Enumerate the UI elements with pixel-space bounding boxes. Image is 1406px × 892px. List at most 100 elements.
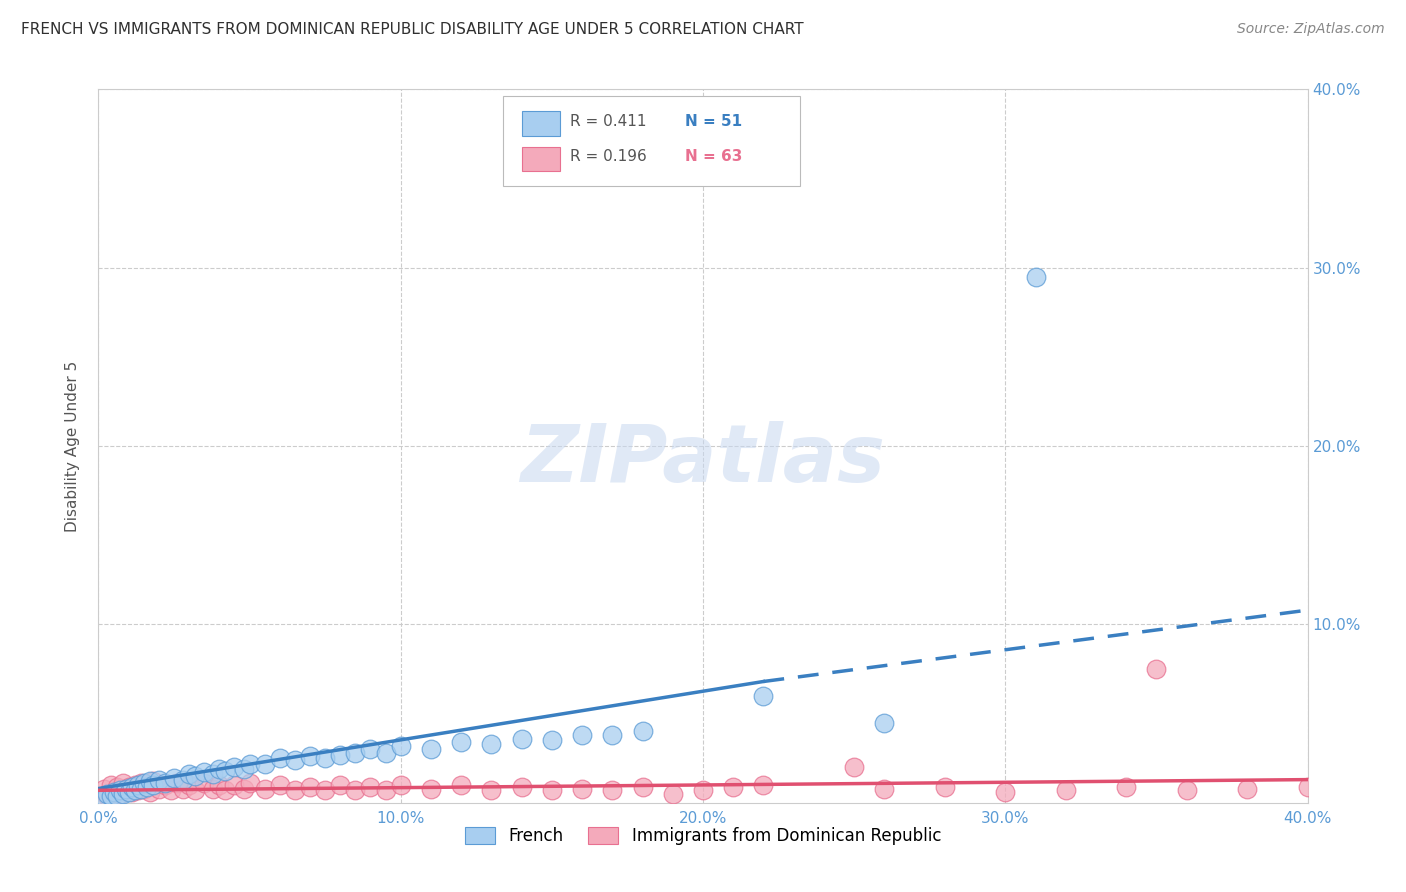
Point xyxy=(602,783,624,797)
Point xyxy=(214,783,236,797)
Point xyxy=(208,762,231,776)
Point xyxy=(96,787,118,801)
Point xyxy=(450,735,472,749)
Point xyxy=(202,767,225,781)
Point xyxy=(481,737,503,751)
Point xyxy=(124,778,146,792)
Point xyxy=(692,783,714,797)
Point xyxy=(148,781,170,796)
Point xyxy=(314,751,336,765)
Point xyxy=(752,778,775,792)
Text: N = 63: N = 63 xyxy=(685,150,742,164)
Point xyxy=(232,762,254,776)
Point xyxy=(184,783,207,797)
Point xyxy=(148,772,170,787)
Point xyxy=(631,780,654,794)
Point xyxy=(450,778,472,792)
Point xyxy=(184,769,207,783)
Point xyxy=(114,783,136,797)
Point xyxy=(114,781,136,796)
Point xyxy=(420,781,443,796)
Point xyxy=(1115,780,1137,794)
Point xyxy=(1054,783,1077,797)
Text: N = 51: N = 51 xyxy=(685,114,742,128)
Point xyxy=(208,778,231,792)
Point xyxy=(934,780,956,794)
Point xyxy=(105,780,128,794)
Point xyxy=(389,739,412,753)
Text: R = 0.411: R = 0.411 xyxy=(569,114,647,128)
Legend: French, Immigrants from Dominican Republic: French, Immigrants from Dominican Republ… xyxy=(458,820,948,852)
FancyBboxPatch shape xyxy=(522,147,561,171)
Point xyxy=(142,778,165,792)
Point xyxy=(118,785,141,799)
Point xyxy=(96,789,118,803)
Point xyxy=(124,783,146,797)
Point xyxy=(179,778,201,792)
Point xyxy=(172,772,194,787)
Point xyxy=(329,778,352,792)
Point xyxy=(1144,662,1167,676)
Point xyxy=(139,774,162,789)
Point xyxy=(100,789,122,803)
Point xyxy=(602,728,624,742)
Point xyxy=(284,783,307,797)
Point xyxy=(224,778,246,792)
Point xyxy=(510,731,533,746)
Text: ZIPatlas: ZIPatlas xyxy=(520,421,886,500)
Text: R = 0.196: R = 0.196 xyxy=(569,150,647,164)
Point xyxy=(269,778,291,792)
Point xyxy=(121,785,143,799)
Point xyxy=(873,781,896,796)
Point xyxy=(374,783,396,797)
Point xyxy=(193,765,215,780)
Point xyxy=(284,753,307,767)
Point xyxy=(111,787,134,801)
Point xyxy=(118,780,141,794)
Point xyxy=(214,764,236,778)
Point xyxy=(127,778,149,792)
Point xyxy=(360,742,382,756)
Point xyxy=(344,783,367,797)
FancyBboxPatch shape xyxy=(503,96,800,186)
Point xyxy=(1024,269,1046,284)
Point xyxy=(100,778,122,792)
Point xyxy=(108,787,131,801)
Point xyxy=(314,783,336,797)
Point xyxy=(103,785,125,799)
Point xyxy=(571,728,593,742)
Point xyxy=(571,781,593,796)
Point xyxy=(1175,783,1198,797)
Point xyxy=(540,783,562,797)
Point xyxy=(752,689,775,703)
Text: Source: ZipAtlas.com: Source: ZipAtlas.com xyxy=(1237,22,1385,37)
Point xyxy=(873,715,896,730)
Point xyxy=(239,756,262,771)
Point xyxy=(132,776,155,790)
Point xyxy=(329,747,352,762)
Point xyxy=(93,781,115,796)
Point xyxy=(631,724,654,739)
Point xyxy=(202,781,225,796)
Point xyxy=(1236,781,1258,796)
Point xyxy=(111,776,134,790)
Point xyxy=(121,780,143,794)
Point xyxy=(127,783,149,797)
FancyBboxPatch shape xyxy=(522,112,561,136)
Point xyxy=(153,778,176,792)
Point xyxy=(166,776,188,790)
Point xyxy=(420,742,443,756)
Point xyxy=(93,790,115,805)
Point xyxy=(172,781,194,796)
Point xyxy=(510,780,533,794)
Text: FRENCH VS IMMIGRANTS FROM DOMINICAN REPUBLIC DISABILITY AGE UNDER 5 CORRELATION : FRENCH VS IMMIGRANTS FROM DOMINICAN REPU… xyxy=(21,22,804,37)
Point xyxy=(108,783,131,797)
Point xyxy=(1296,780,1319,794)
Point xyxy=(103,785,125,799)
Point xyxy=(661,787,683,801)
Point xyxy=(723,780,745,794)
Point xyxy=(389,778,412,792)
Point xyxy=(153,776,176,790)
Y-axis label: Disability Age Under 5: Disability Age Under 5 xyxy=(65,360,80,532)
Point xyxy=(253,781,276,796)
